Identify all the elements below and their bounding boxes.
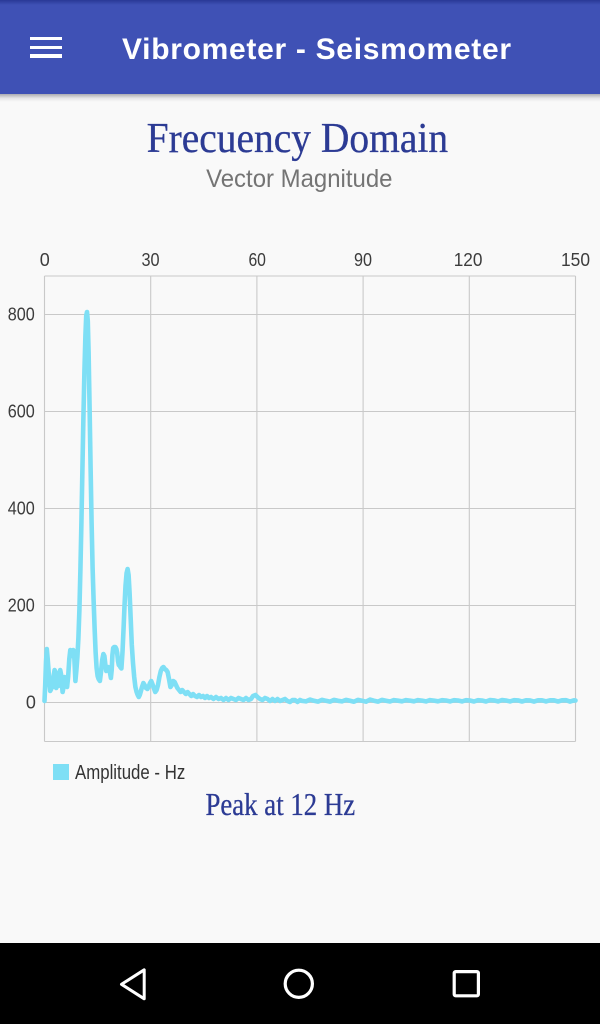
svg-text:60: 60 — [248, 250, 266, 270]
svg-text:200: 200 — [8, 596, 35, 616]
svg-text:600: 600 — [8, 402, 35, 422]
svg-text:150: 150 — [561, 250, 590, 270]
svg-text:0: 0 — [40, 250, 50, 270]
svg-text:90: 90 — [354, 250, 372, 270]
svg-text:120: 120 — [454, 250, 483, 270]
svg-text:0: 0 — [26, 693, 36, 713]
svg-text:800: 800 — [8, 305, 35, 325]
svg-text:30: 30 — [141, 250, 159, 270]
svg-text:400: 400 — [8, 499, 35, 519]
